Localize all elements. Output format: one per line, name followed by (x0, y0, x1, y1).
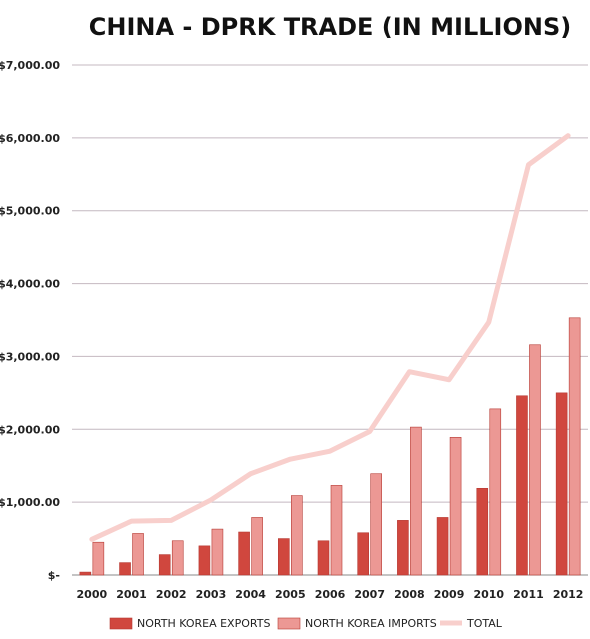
x-axis-ticks: 2000 2001 2002 2003 2004 2005 2006 2007 2008 2009… (77, 588, 584, 601)
legend-swatch (109, 617, 133, 630)
exports-bar (238, 531, 250, 576)
x-tick-label: 2007 (354, 588, 385, 601)
exports-bar (278, 538, 290, 576)
y-axis-ticks: $- $1,000.00 $2,000.00 $3,000.00 $4,000.00 $5… (0, 59, 60, 582)
imports-bar (449, 436, 462, 576)
imports-bar (251, 517, 263, 576)
exports-bar (555, 392, 568, 576)
exports-bar (436, 517, 449, 576)
imports-bar (489, 408, 502, 576)
exports-bar (476, 487, 489, 576)
imports-bar (211, 528, 224, 576)
x-tick-label: 2006 (315, 588, 346, 601)
x-tick-label: 2002 (156, 588, 187, 601)
legend-swatch (277, 617, 301, 630)
x-tick-label: 2010 (473, 588, 504, 601)
legend-label: NORTH KOREA EXPORTS (137, 617, 270, 630)
exports-bar (198, 545, 211, 576)
legend-label: TOTAL (466, 617, 503, 630)
y-tick-label: $1,000.00 (0, 496, 60, 509)
exports-bar (397, 520, 409, 576)
exports-bar (516, 395, 528, 576)
y-tick-label: $3,000.00 (0, 350, 60, 363)
imports-bar (330, 485, 343, 576)
exports-bar (119, 562, 131, 576)
imports-bar (568, 317, 581, 576)
imports-bar (410, 426, 422, 576)
exports-bar (79, 571, 92, 576)
exports-bar (317, 540, 330, 576)
y-tick-label: $2,000.00 (0, 423, 60, 436)
x-tick-label: 2009 (434, 588, 465, 601)
x-tick-label: 2012 (553, 588, 584, 601)
x-tick-label: 2003 (196, 588, 227, 601)
total-line (89, 133, 571, 542)
bars (79, 317, 581, 576)
x-tick-label: 2008 (394, 588, 425, 601)
y-tick-label: $7,000.00 (0, 59, 60, 72)
x-tick-label: 2000 (77, 588, 108, 601)
exports-bar (158, 554, 171, 576)
imports-bar (529, 344, 541, 576)
x-tick-label: 2004 (235, 588, 266, 601)
x-tick-label: 2011 (513, 588, 544, 601)
y-tick-label: $4,000.00 (0, 278, 60, 291)
y-tick-label: $6,000.00 (0, 132, 60, 145)
legend: NORTH KOREA EXPORTS NORTH KOREA IMPORTS TO… (109, 617, 503, 630)
exports-bar (357, 532, 369, 576)
y-tick-label: $- (48, 569, 60, 582)
x-tick-label: 2001 (116, 588, 147, 601)
legend-label: NORTH KOREA IMPORTS (305, 617, 437, 630)
y-tick-label: $5,000.00 (0, 205, 60, 218)
imports-bar (171, 540, 184, 576)
x-tick-label: 2005 (275, 588, 306, 601)
gridlines (72, 64, 588, 576)
chart-title: CHINA - DPRK TRADE (IN MILLIONS) (89, 13, 571, 41)
imports-bar (132, 533, 144, 576)
imports-bar (291, 495, 303, 576)
total-series-line (89, 133, 571, 542)
imports-bar (92, 541, 105, 576)
imports-bar (370, 473, 382, 576)
